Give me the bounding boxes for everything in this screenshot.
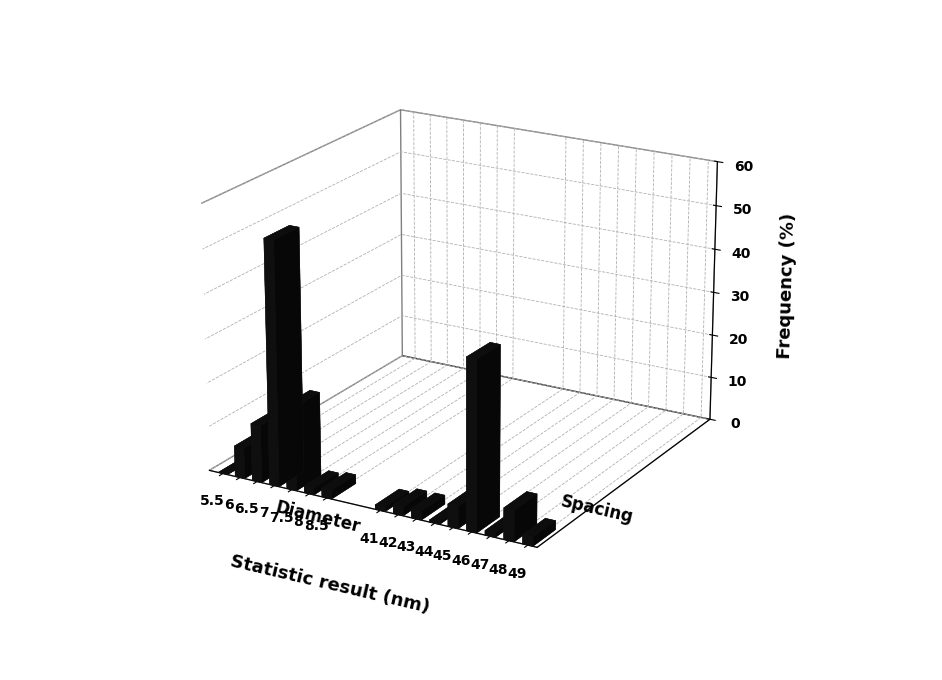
X-axis label: Statistic result (nm): Statistic result (nm) [229, 552, 431, 616]
